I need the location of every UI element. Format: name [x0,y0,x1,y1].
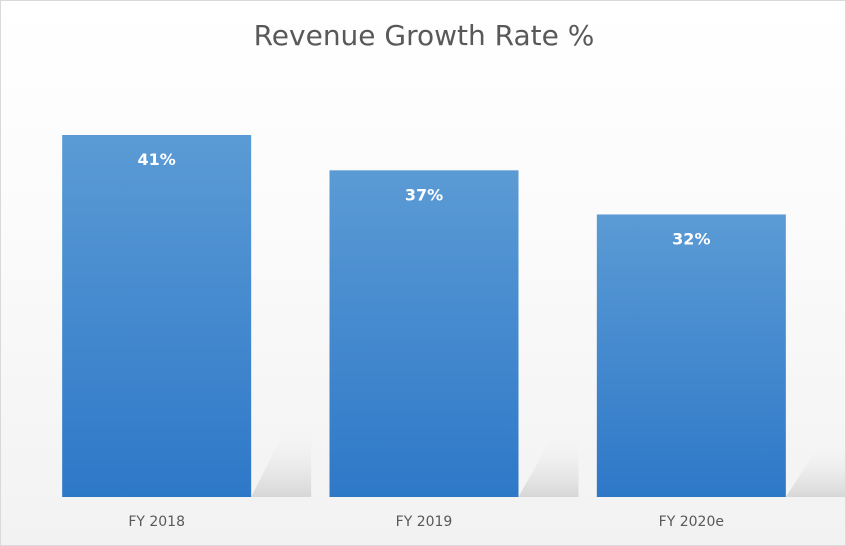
data-label: 41% [138,150,176,169]
bar-shadow [518,425,579,497]
floor-shadow-layer [251,417,845,497]
data-label: 32% [672,229,710,248]
label-layer: 41% FY 2018 37% FY 2019 32% FY 2020e [128,150,724,530]
bar-fy-2018 [62,135,252,497]
x-tick-label: FY 2020e [659,514,724,530]
x-tick-label: FY 2019 [396,514,453,530]
chart-title: Revenue Growth Rate % [253,19,595,52]
bar-fy-2019 [329,170,519,497]
bar-shadow [785,434,845,497]
data-label: 37% [405,185,443,204]
bar-fy-2020e [596,214,786,497]
bar-shadow [251,417,312,497]
bar-layer [62,135,786,497]
x-tick-label: FY 2018 [128,514,185,530]
